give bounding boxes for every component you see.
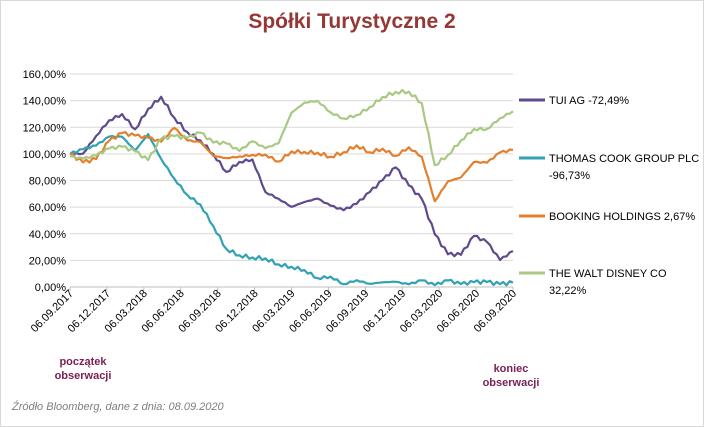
end-annotation-line-1: koniec [493,363,529,375]
start-annotation-line-1: początek [59,356,107,368]
start-annotation: początek obserwacji [48,355,118,383]
y-tick-label: 20,00% [29,255,67,267]
legend-label-0: TUI AG -72,49% [549,95,629,107]
y-tick-label: 60,00% [29,202,67,214]
series-line-1 [69,133,514,287]
legend-label-1: THOMAS COOK GROUP PLC [549,153,699,165]
end-annotation: koniec obserwacji [476,362,546,390]
y-tick-label: 140,00% [23,96,67,108]
legend-label-3: THE WALT DISNEY CO [549,268,667,280]
source-note: Źródło Bloomberg, dane z dnia: 08.09.202… [12,401,224,413]
y-tick-label: 100,00% [23,149,67,161]
legend: TUI AG -72,49% THOMAS COOK GROUP PLC -96,7… [519,95,699,297]
y-tick-label: 0,00% [35,282,66,294]
y-axis: 0,00% 20,00% 40,00% 60,00% 80,00% 100,00% 120,… [23,69,67,294]
end-annotation-line-2: obserwacji [482,377,540,389]
x-axis: 06.09.201706.12.201706.03.201806.06.2018… [29,286,519,335]
gridlines [70,73,513,261]
legend-label-3: 32,22% [549,285,587,297]
y-tick-label: 120,00% [23,122,67,134]
chart-title: Spółki Turystyczne 2 [248,10,456,33]
legend-label-2: BOOKING HOLDINGS 2,67% [549,211,695,223]
series-line-0 [69,95,514,262]
series-line-2 [69,126,514,203]
start-annotation-line-2: obserwacji [54,370,112,382]
series-lines [69,88,514,287]
y-tick-label: 40,00% [29,229,67,241]
series-line-3 [69,88,514,167]
legend-label-1: -96,73% [549,170,590,182]
y-tick-label: 80,00% [29,176,67,188]
y-tick-label: 160,00% [23,69,67,81]
